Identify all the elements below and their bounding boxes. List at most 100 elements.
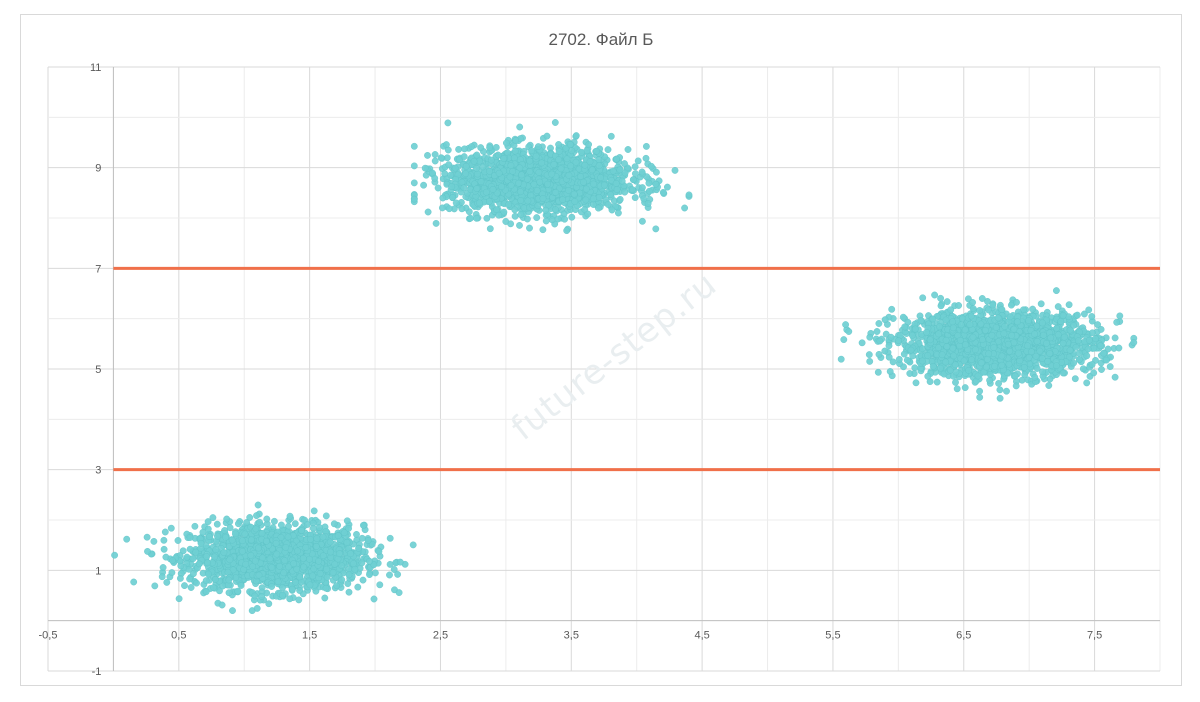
data-point <box>343 539 351 546</box>
data-point <box>955 302 962 309</box>
data-point <box>485 197 493 205</box>
data-point <box>470 157 478 165</box>
data-point <box>597 174 604 182</box>
data-point <box>570 190 578 198</box>
data-point <box>439 194 447 202</box>
data-point <box>957 321 965 329</box>
data-point <box>313 535 321 542</box>
data-point <box>631 163 639 171</box>
data-point <box>354 583 362 591</box>
data-point <box>533 214 541 222</box>
data-point <box>174 537 182 544</box>
data-point <box>961 384 969 391</box>
data-point <box>189 555 197 563</box>
data-point <box>548 170 556 178</box>
data-point <box>204 570 212 578</box>
data-point <box>976 393 984 401</box>
data-point <box>486 225 494 233</box>
data-point <box>639 217 646 225</box>
data-point <box>467 214 474 222</box>
data-point <box>451 164 459 172</box>
data-point <box>256 518 263 526</box>
data-point <box>193 579 200 587</box>
data-point <box>321 594 329 602</box>
data-point <box>874 368 882 376</box>
data-point <box>483 214 491 222</box>
data-point <box>526 157 534 165</box>
data-point <box>251 557 259 565</box>
data-point <box>1090 344 1098 352</box>
data-point <box>226 556 234 564</box>
data-point <box>254 501 262 509</box>
data-point <box>482 188 490 196</box>
data-point <box>640 195 648 203</box>
data-point <box>523 215 531 223</box>
data-point <box>270 517 278 525</box>
data-point <box>532 152 540 160</box>
data-point <box>442 141 450 149</box>
data-point <box>187 584 195 591</box>
data-point <box>203 553 211 560</box>
data-point <box>563 227 571 235</box>
data-point <box>581 161 589 169</box>
data-point <box>473 214 480 222</box>
data-point <box>517 211 525 219</box>
data-point <box>312 543 320 550</box>
data-point <box>186 575 194 583</box>
data-point <box>996 394 1004 402</box>
data-point <box>516 221 523 229</box>
data-point <box>189 570 197 578</box>
data-point <box>323 565 330 573</box>
data-point <box>652 225 660 233</box>
data-point <box>327 548 334 556</box>
data-point <box>866 357 874 365</box>
data-point <box>222 533 230 541</box>
data-point <box>349 560 357 567</box>
data-point <box>326 538 334 546</box>
data-point <box>302 544 310 551</box>
data-point <box>542 206 550 214</box>
data-point <box>1098 366 1105 373</box>
data-point <box>295 596 303 604</box>
data-point <box>292 579 299 586</box>
data-point <box>1003 387 1010 395</box>
data-point <box>639 184 646 192</box>
data-point <box>953 385 961 393</box>
data-point <box>253 512 260 519</box>
data-point <box>305 555 313 563</box>
data-point <box>458 205 466 213</box>
data-point <box>345 588 353 596</box>
data-point <box>561 215 568 223</box>
data-point <box>206 533 213 540</box>
data-point <box>995 379 1002 387</box>
data-point <box>517 197 525 204</box>
scatter-chart: future-step.ru -0,5 0,5 1,5 2,5 3,5 4,5 5,5 6,5… <box>39 30 1161 678</box>
data-point <box>582 196 590 204</box>
data-point <box>364 537 372 544</box>
data-point <box>536 178 544 186</box>
data-point <box>516 123 524 131</box>
data-point <box>865 351 873 358</box>
data-point <box>237 582 245 589</box>
data-point <box>452 199 460 207</box>
data-point <box>343 517 351 525</box>
data-point <box>645 179 653 187</box>
data-point <box>359 521 367 529</box>
data-point <box>272 539 280 547</box>
data-point <box>410 142 418 150</box>
data-point <box>566 141 574 148</box>
data-point <box>225 576 233 584</box>
data-point <box>582 185 590 193</box>
data-point <box>204 559 211 567</box>
data-point <box>634 157 642 165</box>
data-point <box>601 181 608 189</box>
data-point <box>253 605 261 612</box>
data-point <box>468 143 475 151</box>
data-point <box>306 535 314 543</box>
data-point <box>441 170 449 178</box>
data-point <box>315 524 323 531</box>
data-point <box>309 572 317 580</box>
data-point <box>183 553 191 561</box>
data-point <box>585 141 592 148</box>
data-point <box>1130 339 1138 346</box>
